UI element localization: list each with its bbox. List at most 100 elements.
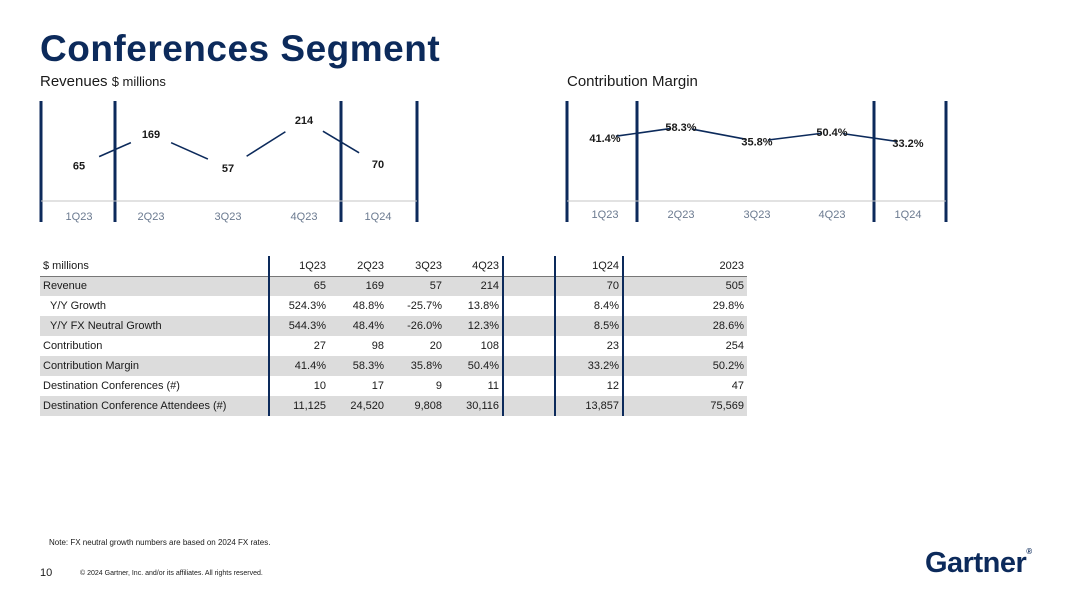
revenue-category-tick: 1Q24 xyxy=(365,211,392,223)
margin-line-segment xyxy=(767,132,822,141)
table-row: Contribution 27 98 20 108 23 254 xyxy=(40,336,747,356)
table-cell: 98 xyxy=(371,340,384,352)
table-cell: -25.7% xyxy=(407,300,442,312)
table-cell: 9 xyxy=(435,380,442,392)
revenue-category-tick: 1Q23 xyxy=(66,211,93,223)
margin-point-label: 41.4% xyxy=(589,133,620,145)
margin-point-label: 58.3% xyxy=(665,122,696,134)
page-number: 10 xyxy=(40,567,53,579)
table-cell: 20 xyxy=(429,340,442,352)
table-row-label: Y/Y FX Neutral Growth xyxy=(40,316,269,336)
table-row-label: $ millions xyxy=(40,256,269,277)
table-cell: 48.8% xyxy=(352,300,384,312)
segment-table: $ millions 1Q23 2Q23 3Q23 4Q23 1Q24 2023 Revenu… xyxy=(40,256,747,416)
revenue-category-tick: 2Q23 xyxy=(138,211,165,223)
table-cell: 75,569 xyxy=(623,396,747,416)
table-cell: 35.8% xyxy=(387,356,445,376)
table-row-label: Y/Y Growth xyxy=(50,300,107,312)
table-cell: 50.4% xyxy=(445,356,504,376)
table-cell: 12 xyxy=(554,376,624,396)
table-spacer-cell xyxy=(503,376,555,396)
table-cell: 13,857 xyxy=(554,396,624,416)
revenue-chart-unit: $ millions xyxy=(111,74,166,89)
registered-mark: ® xyxy=(1026,547,1032,556)
revenue-chart-title-text: Revenues xyxy=(40,73,108,90)
fx-note: Note: FX neutral growth numbers are base… xyxy=(49,538,271,547)
gartner-logo-text: Gartner xyxy=(925,547,1027,579)
table-row: Revenue 65 169 57 214 70 505 xyxy=(40,276,747,296)
table-cell: 3Q23 xyxy=(387,256,445,277)
table-row-label: Revenue xyxy=(40,276,269,296)
revenue-point-label: 169 xyxy=(142,129,160,141)
revenue-line-segment xyxy=(98,141,132,158)
table-spacer-cell xyxy=(503,296,555,316)
table-row-label: Destination Conference Attendees (#) xyxy=(40,396,269,416)
table-spacer-cell xyxy=(503,396,555,416)
table-spacer-cell xyxy=(503,276,555,296)
table-row: Y/Y Growth 524.3% 48.8% -25.7% 13.8% 8.4% 29.8… xyxy=(40,296,747,316)
margin-line-segment xyxy=(842,132,898,143)
table-cell: 108 xyxy=(445,336,504,356)
table-cell: 9,808 xyxy=(387,396,445,416)
table-cell: 524.3% xyxy=(268,296,329,316)
table-cell: 4Q23 xyxy=(445,256,504,277)
table-cell: 58.3% xyxy=(329,356,387,376)
table-cell: 30,116 xyxy=(445,396,504,416)
table-spacer-cell xyxy=(503,256,555,277)
revenue-line-segment xyxy=(246,131,286,157)
table-cell: 254 xyxy=(725,340,744,352)
table-cell: 544.3% xyxy=(268,316,329,336)
table-cell: 50.2% xyxy=(623,356,747,376)
table-cell: 65 xyxy=(268,276,329,296)
table-cell: 2Q23 xyxy=(329,256,387,277)
margin-point-label: 35.8% xyxy=(741,136,772,148)
table-row: Destination Conference Attendees (#) 11,1… xyxy=(40,396,747,416)
table-cell: 13.8% xyxy=(445,296,504,316)
table-cell: -26.0% xyxy=(387,316,445,336)
table-cell: 10 xyxy=(268,376,329,396)
revenue-point-label: 70 xyxy=(372,159,384,171)
table-cell: 11 xyxy=(445,376,504,396)
table-cell: 214 xyxy=(445,276,504,296)
copyright: © 2024 Gartner, Inc. and/or its affiliat… xyxy=(80,570,263,577)
margin-category-tick: 4Q23 xyxy=(819,209,846,221)
gartner-logo: Gartner® xyxy=(925,547,1032,580)
table-cell: 28.6% xyxy=(623,316,747,336)
revenue-line-segment xyxy=(170,141,209,160)
revenue-point-label: 65 xyxy=(73,161,85,173)
table-cell: 23 xyxy=(554,336,624,356)
table-cell: 2023 xyxy=(623,256,747,277)
table-cell: 8.4% xyxy=(554,296,624,316)
table-cell: 29.8% xyxy=(712,300,744,312)
table-cell: 70 xyxy=(554,276,624,296)
margin-point-label: 50.4% xyxy=(816,127,847,139)
table-cell: 17 xyxy=(371,380,384,392)
margin-category-tick: 1Q24 xyxy=(895,209,922,221)
revenue-point-label: 57 xyxy=(222,163,234,175)
margin-chart-title: Contribution Margin xyxy=(567,73,698,90)
table-cell: 48.4% xyxy=(329,316,387,336)
margin-line-segment xyxy=(691,128,747,141)
margin-category-tick: 3Q23 xyxy=(744,209,771,221)
table-row: Y/Y FX Neutral Growth 544.3% 48.4% -26.0% 12… xyxy=(40,316,747,336)
revenue-chart-title: Revenues $ millions xyxy=(40,73,166,90)
table-header-row: $ millions 1Q23 2Q23 3Q23 4Q23 1Q24 2023 xyxy=(40,256,747,277)
table-cell: 24,520 xyxy=(329,396,387,416)
table-cell: 57 xyxy=(387,276,445,296)
table-row: Contribution Margin 41.4% 58.3% 35.8% 50.4% 3… xyxy=(40,356,747,376)
table-cell: 169 xyxy=(329,276,387,296)
table-cell: 505 xyxy=(623,276,747,296)
table-spacer-cell xyxy=(503,316,555,336)
margin-category-tick: 1Q23 xyxy=(592,209,619,221)
table-cell: 47 xyxy=(731,380,744,392)
margin-point-label: 33.2% xyxy=(892,138,923,150)
table-cell: 33.2% xyxy=(554,356,624,376)
revenue-line-segment xyxy=(322,130,360,154)
table-spacer-cell xyxy=(503,356,555,376)
table-cell: 8.5% xyxy=(554,316,624,336)
revenue-category-tick: 3Q23 xyxy=(215,211,242,223)
table-row: Destination Conferences (#) 10 17 9 11 12 47 xyxy=(40,376,747,396)
table-row-label: Destination Conferences (#) xyxy=(43,380,180,392)
table-cell: 11,125 xyxy=(268,396,329,416)
